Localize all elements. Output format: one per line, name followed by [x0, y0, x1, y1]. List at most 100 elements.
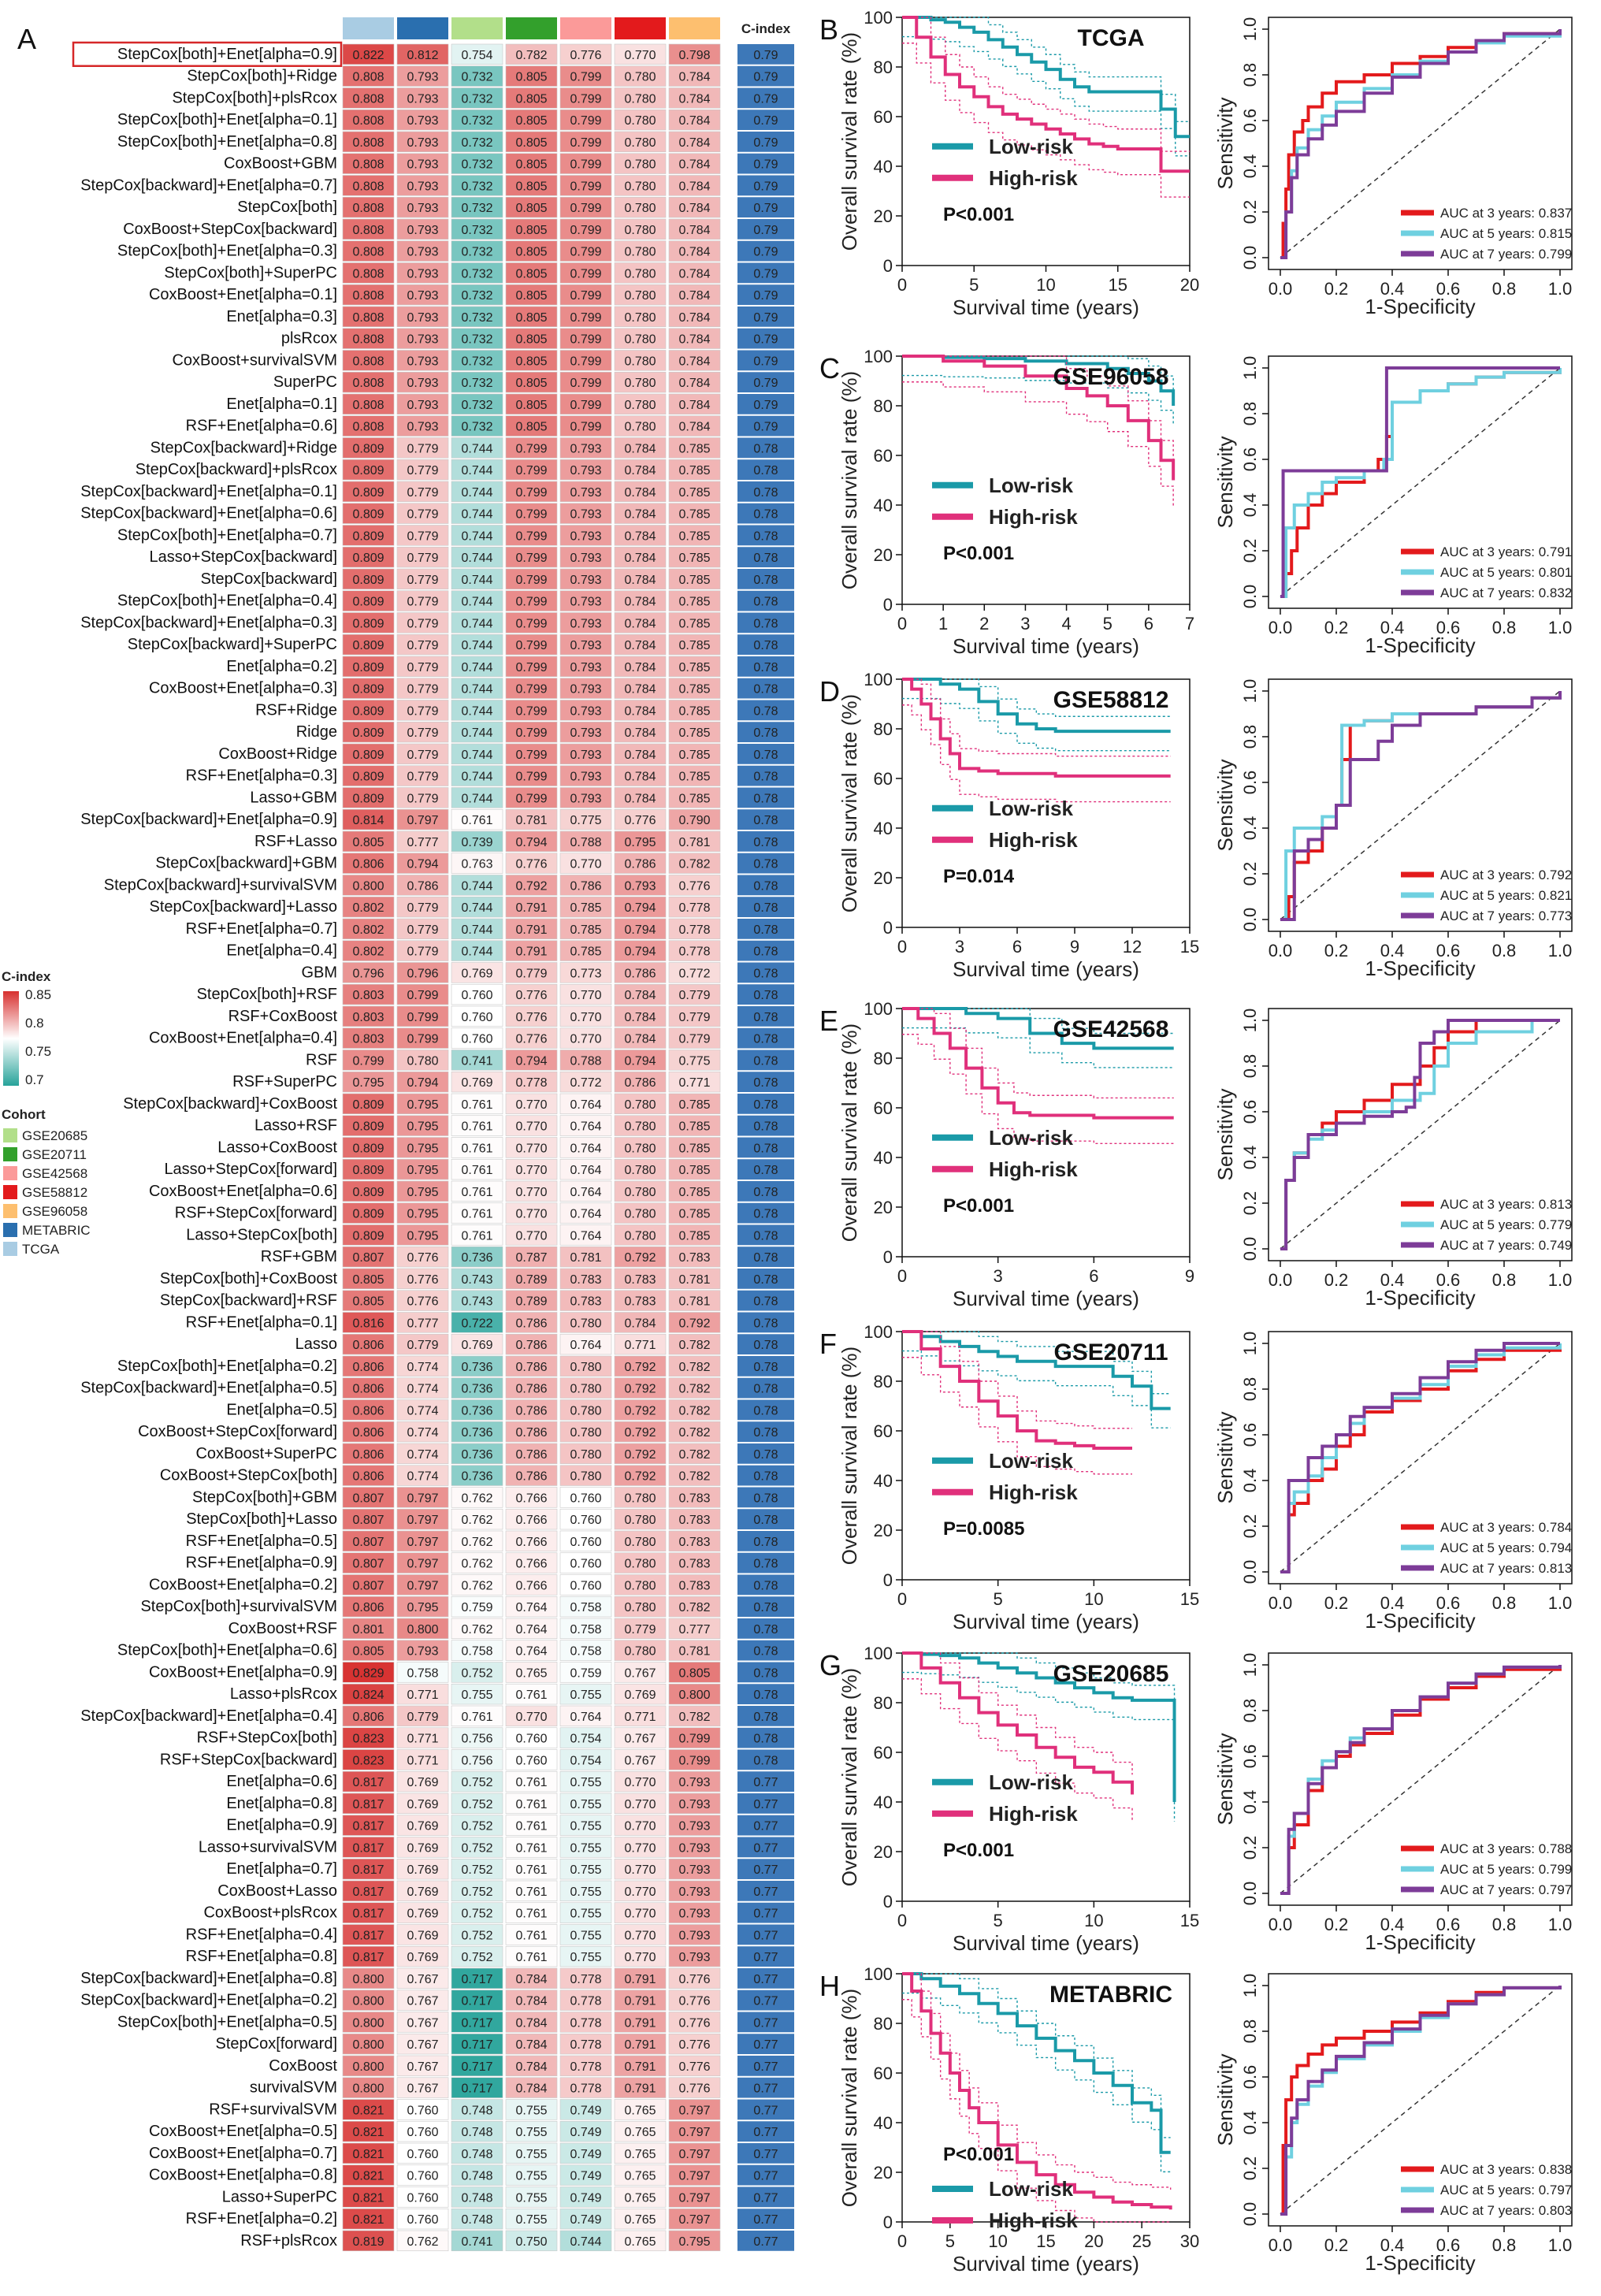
cell-value: 0.717 — [461, 2060, 492, 2074]
y-tick-label: 0.8 — [1240, 1054, 1260, 1079]
heatmap-cell — [614, 1705, 667, 1727]
roc-plot-frame — [1268, 17, 1573, 270]
cindex-bar — [737, 1356, 794, 1376]
cell-value: 0.760 — [570, 1536, 601, 1549]
cell-value: 0.778 — [678, 923, 710, 937]
cindex-bar — [737, 1640, 794, 1661]
heatmap-cell — [668, 262, 721, 284]
survival-curve-low-risk — [902, 1007, 1174, 1050]
cell-value: 0.755 — [570, 1689, 601, 1702]
cell-value: 0.780 — [624, 1514, 656, 1527]
heatmap-cell — [396, 1399, 449, 1421]
cell-value: 0.791 — [624, 2038, 656, 2052]
cell-value: 0.793 — [570, 596, 601, 609]
cindex-bar — [737, 2077, 794, 2098]
heatmap-cell — [559, 853, 612, 874]
cell-value: 0.779 — [407, 552, 438, 565]
cell-value: 0.817 — [352, 1820, 384, 1833]
heatmap-cell — [614, 721, 667, 743]
cell-value: 0.808 — [352, 92, 384, 106]
heatmap-cell — [396, 2077, 449, 2098]
cell-value: 0.765 — [515, 1666, 547, 1680]
cindex-value: 0.78 — [753, 1579, 778, 1592]
cell-value: 0.800 — [352, 1995, 384, 2008]
heatmap-cell — [396, 1443, 449, 1465]
heatmap-cell — [559, 415, 612, 437]
cell-value: 0.769 — [407, 1951, 438, 1964]
x-tick-label: 0.0 — [1269, 1593, 1293, 1613]
heatmap-cell — [396, 43, 449, 65]
heatmap-cell — [342, 1640, 395, 1661]
row-label: CoxBoost+Enet[alpha=0.4] — [149, 1030, 337, 1047]
panel-title: METABRIC — [1049, 1982, 1172, 2008]
cohort-swatch-gse20711 — [3, 1147, 17, 1161]
heatmap-cell — [614, 371, 667, 393]
heatmap-cell — [396, 2012, 449, 2033]
heatmap-cell — [342, 1246, 395, 1268]
x-tick-label: 0.6 — [1436, 1593, 1461, 1613]
cell-value: 0.824 — [352, 1689, 384, 1702]
heatmap-cell — [614, 1071, 667, 1093]
heatmap-cell — [559, 87, 612, 109]
cindex-bar — [737, 1269, 794, 1289]
cell-value: 0.792 — [515, 879, 547, 893]
heatmap-cell — [451, 2142, 503, 2164]
ci-lower-line — [902, 1034, 1174, 1145]
heatmap-cell — [505, 240, 558, 262]
cell-value: 0.805 — [352, 1645, 384, 1659]
x-tick-label: 0 — [897, 1266, 907, 1286]
cindex-value: 0.78 — [753, 1426, 778, 1440]
heatmap-cell — [396, 371, 449, 393]
cell-value: 0.758 — [570, 1601, 601, 1614]
cindex-value: 0.78 — [753, 486, 778, 500]
cell-value: 0.774 — [407, 1383, 438, 1396]
cell-value: 0.784 — [515, 2082, 547, 2096]
heatmap-cell — [451, 1749, 503, 1770]
cell-value: 0.739 — [461, 836, 492, 849]
cell-value: 0.778 — [570, 1973, 601, 1986]
cell-value: 0.797 — [407, 1558, 438, 1571]
cell-value: 0.784 — [624, 1011, 656, 1024]
y-tick-label: 0.6 — [1240, 109, 1260, 133]
cell-value: 0.782 — [678, 1404, 710, 1417]
cell-value: 0.807 — [352, 1536, 384, 1549]
cell-value: 0.752 — [461, 1776, 492, 1789]
cell-value: 0.732 — [461, 92, 492, 106]
heatmap-cell — [559, 1705, 612, 1727]
heatmap-cell — [668, 306, 721, 328]
cell-value: 0.784 — [515, 2060, 547, 2074]
cell-value: 0.805 — [678, 1666, 710, 1680]
row-label: RSF+survivalSVM — [209, 2101, 337, 2118]
y-tick-label: 0.4 — [1240, 1146, 1260, 1170]
x-tick-label: 20 — [1084, 2231, 1103, 2251]
cell-value: 0.776 — [678, 2016, 710, 2030]
y-tick-label: 0.2 — [1240, 1514, 1260, 1539]
heatmap-cell — [451, 2033, 503, 2055]
heatmap-cell — [342, 896, 395, 918]
heatmap-cell — [342, 656, 395, 678]
heatmap-cell — [668, 1158, 721, 1180]
roc-curve — [1280, 1019, 1560, 1250]
cindex-value: 0.78 — [753, 1251, 778, 1265]
ci-lower-line — [902, 43, 1190, 198]
cell-value: 0.765 — [624, 2235, 656, 2249]
heatmap-cell — [342, 525, 395, 546]
heatmap-cell — [396, 1202, 449, 1224]
p-value: P<0.001 — [943, 2144, 1014, 2165]
cell-value: 0.799 — [570, 71, 601, 84]
heatmap-cell — [668, 743, 721, 765]
row-label: RSF+Enet[alpha=0.3] — [186, 767, 337, 785]
cindex-value: 0.78 — [753, 1208, 778, 1221]
cell-value: 0.821 — [352, 2170, 384, 2183]
cindex-bar — [737, 831, 794, 852]
cell-value: 0.784 — [678, 224, 710, 237]
cell-value: 0.770 — [515, 1120, 547, 1134]
cindex-value: 0.78 — [753, 1076, 778, 1090]
cindex-bar — [737, 940, 794, 961]
auc-legend-label: AUC at 3 years: 0.791 — [1440, 544, 1572, 559]
cindex-value: 0.77 — [753, 1973, 778, 1986]
cell-value: 0.799 — [515, 617, 547, 630]
heatmap-cell — [396, 590, 449, 611]
cell-value: 0.785 — [678, 486, 710, 500]
